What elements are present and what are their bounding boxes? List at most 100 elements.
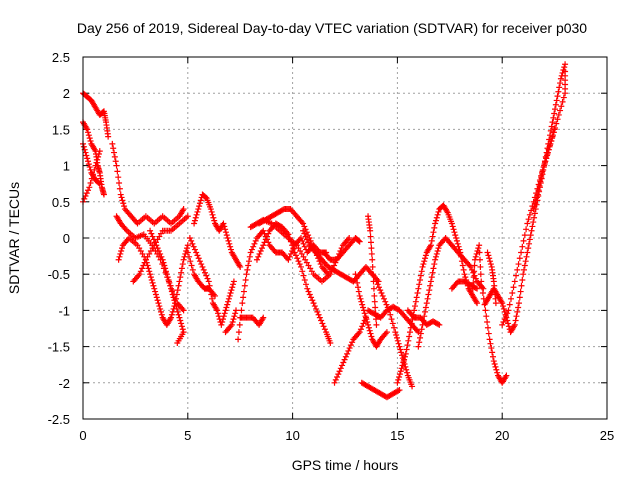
data-point bbox=[220, 316, 227, 323]
data-point bbox=[230, 278, 237, 285]
data-point bbox=[428, 237, 435, 244]
data-point bbox=[500, 318, 507, 325]
data-point bbox=[471, 262, 478, 269]
data-point bbox=[528, 227, 535, 234]
data-point bbox=[526, 236, 533, 243]
data-point bbox=[158, 253, 165, 260]
data-point bbox=[225, 298, 232, 305]
data-point bbox=[408, 320, 415, 327]
data-point bbox=[250, 243, 257, 250]
data-point bbox=[83, 190, 90, 197]
data-point bbox=[238, 307, 245, 314]
y-tick-label: 1 bbox=[63, 159, 70, 174]
data-point bbox=[520, 266, 527, 273]
data-point bbox=[413, 294, 420, 301]
data-point bbox=[161, 262, 168, 269]
data-point bbox=[257, 248, 264, 255]
data-point bbox=[522, 258, 529, 265]
data-point bbox=[471, 256, 478, 263]
data-point bbox=[392, 329, 399, 336]
data-point bbox=[404, 342, 411, 349]
data-point bbox=[529, 223, 536, 230]
series-t13 bbox=[222, 307, 240, 336]
data-point bbox=[262, 236, 269, 243]
data-point bbox=[93, 159, 100, 166]
data-point bbox=[514, 308, 521, 315]
data-point bbox=[356, 292, 363, 299]
data-point bbox=[417, 276, 424, 283]
data-point bbox=[559, 98, 566, 105]
data-point bbox=[393, 334, 400, 341]
data-point bbox=[508, 295, 515, 302]
data-point bbox=[429, 269, 436, 276]
data-point bbox=[374, 281, 381, 288]
data-point bbox=[192, 214, 199, 221]
data-point bbox=[148, 276, 155, 283]
data-point bbox=[435, 321, 442, 328]
data-point bbox=[345, 347, 352, 354]
data-point bbox=[427, 242, 434, 249]
data-point bbox=[221, 310, 228, 317]
data-point bbox=[208, 291, 215, 298]
data-point bbox=[209, 211, 216, 218]
data-point bbox=[394, 379, 401, 386]
data-point bbox=[533, 194, 540, 201]
data-point bbox=[235, 336, 242, 343]
data-point bbox=[470, 279, 477, 286]
series-t22 bbox=[352, 271, 390, 350]
data-point bbox=[396, 371, 403, 378]
data-point bbox=[373, 321, 380, 328]
x-tick-label: 20 bbox=[495, 428, 509, 443]
data-point bbox=[261, 239, 268, 246]
data-point bbox=[450, 226, 457, 233]
data-point bbox=[422, 308, 429, 315]
data-point bbox=[86, 164, 93, 171]
data-point bbox=[513, 313, 520, 320]
data-point bbox=[230, 316, 237, 323]
data-point bbox=[479, 284, 486, 291]
data-point bbox=[525, 245, 532, 252]
data-point bbox=[319, 320, 326, 327]
data-point bbox=[305, 288, 312, 295]
data-point bbox=[184, 249, 191, 256]
data-point bbox=[527, 232, 534, 239]
data-point bbox=[244, 266, 251, 273]
data-point bbox=[355, 288, 362, 295]
data-point bbox=[186, 253, 193, 260]
data-point bbox=[366, 327, 373, 334]
data-point bbox=[109, 140, 116, 147]
data-point bbox=[87, 137, 94, 144]
data-point bbox=[113, 162, 120, 169]
data-point bbox=[428, 274, 435, 281]
data-point bbox=[334, 374, 341, 381]
data-point bbox=[306, 291, 313, 298]
data-point bbox=[230, 281, 237, 288]
data-point bbox=[311, 303, 318, 310]
data-point bbox=[220, 220, 227, 227]
data-point bbox=[368, 245, 375, 252]
data-point bbox=[297, 263, 304, 270]
data-point bbox=[378, 290, 385, 297]
data-point bbox=[240, 294, 247, 301]
data-point bbox=[203, 272, 210, 279]
data-point bbox=[114, 168, 121, 175]
data-point bbox=[398, 349, 405, 356]
data-point bbox=[358, 298, 365, 305]
x-tick-label: 25 bbox=[600, 428, 614, 443]
data-point bbox=[180, 206, 187, 213]
data-point bbox=[539, 166, 546, 173]
data-point bbox=[300, 272, 307, 279]
data-point bbox=[154, 245, 161, 252]
data-point bbox=[341, 356, 348, 363]
data-point bbox=[367, 239, 374, 246]
data-point bbox=[395, 340, 402, 347]
data-point bbox=[367, 233, 374, 240]
data-point bbox=[180, 307, 187, 314]
data-point bbox=[242, 276, 249, 283]
series-t16 bbox=[256, 206, 332, 278]
data-point bbox=[501, 316, 508, 323]
data-point bbox=[492, 363, 499, 370]
data-point bbox=[111, 149, 118, 156]
data-point bbox=[168, 288, 175, 295]
y-tick-label: -0.5 bbox=[48, 267, 70, 282]
